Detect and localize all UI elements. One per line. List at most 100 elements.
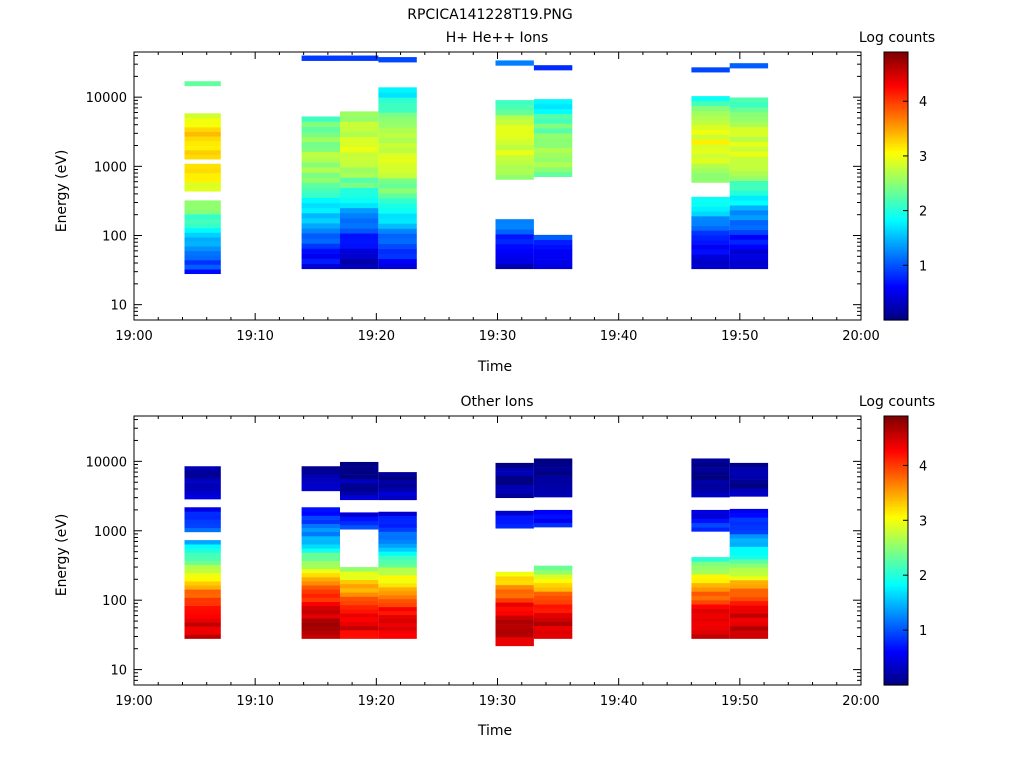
colorbar-segment: [884, 85, 908, 89]
energy-bin: [301, 630, 340, 635]
energy-bin: [378, 243, 417, 249]
energy-bin: [533, 99, 573, 105]
colorbar-segment: [884, 557, 908, 561]
energy-bin: [184, 601, 221, 607]
colorbar-segment: [884, 259, 908, 263]
energy-bin: [301, 613, 340, 619]
colorbar-tick-label: 2: [919, 569, 927, 584]
energy-bin: [184, 552, 221, 557]
energy-bin: [691, 249, 730, 255]
energy-bin: [184, 572, 221, 578]
energy-bin: [495, 253, 534, 260]
energy-bin: [378, 208, 417, 214]
energy-bin: [340, 253, 379, 259]
energy-bin: [301, 478, 340, 483]
energy-bin: [378, 147, 417, 154]
colorbar-segment: [884, 297, 908, 301]
energy-bin: [691, 115, 730, 121]
energy-bin: [533, 167, 573, 173]
energy-bin: [378, 567, 417, 572]
colorbar-segment: [884, 628, 908, 632]
colorbar-segment: [884, 197, 908, 200]
energy-bin: [301, 470, 340, 475]
energy-bin: [533, 599, 573, 605]
colorbar-frame: [883, 415, 909, 686]
energy-bin: [378, 213, 417, 219]
energy-bin: [378, 491, 417, 497]
colorbar-segment: [884, 478, 908, 482]
energy-bin: [340, 187, 379, 193]
colorbar-segment: [884, 170, 908, 174]
energy-bin: [378, 137, 417, 144]
colorbar-segment: [884, 566, 908, 570]
energy-bin: [533, 137, 573, 144]
energy-bin: [301, 527, 340, 533]
energy-bin: [729, 224, 769, 230]
energy-bin: [378, 535, 417, 540]
energy-bin: [301, 593, 340, 598]
colorbar-segment: [884, 673, 908, 677]
energy-bin: [729, 546, 769, 552]
colorbar-segment: [884, 87, 908, 91]
energy-bin: [533, 123, 573, 129]
energy-bin: [301, 581, 340, 586]
colorbar-segment: [884, 617, 908, 621]
energy-bin: [340, 243, 379, 249]
energy-bin: [378, 87, 417, 93]
energy-bin: [378, 579, 417, 584]
energy-bin: [301, 531, 340, 537]
energy-bin: [378, 223, 417, 229]
colorbar-segment: [884, 467, 908, 471]
energy-bin: [378, 157, 417, 164]
energy-bin: [729, 210, 769, 216]
energy-bin: [691, 259, 730, 265]
energy-bin: [533, 492, 573, 498]
energy-bin: [691, 177, 730, 183]
energy-bin: [301, 141, 340, 148]
energy-bin: [729, 214, 769, 221]
colorbar-segment: [884, 637, 908, 641]
energy-bin: [340, 600, 379, 606]
energy-bin: [729, 487, 769, 493]
energy-bin: [533, 133, 573, 139]
energy-bin: [495, 243, 534, 250]
colorbar-segment: [884, 295, 908, 299]
energy-bin: [691, 225, 730, 231]
energy-bin: [340, 182, 379, 188]
colorbar-segment: [884, 572, 908, 576]
colorbar-segment: [884, 228, 908, 232]
colorbar-segment: [884, 624, 908, 628]
colorbar-segment: [884, 65, 908, 69]
energy-bin: [729, 156, 769, 162]
colorbar-segment: [884, 546, 908, 549]
colorbar-segment: [884, 489, 908, 493]
energy-bin: [301, 263, 340, 270]
energy-bin: [378, 238, 417, 244]
colorbar-segment: [884, 521, 908, 525]
energy-bin: [340, 192, 379, 199]
energy-bin: [729, 263, 769, 270]
energy-bin: [533, 244, 573, 250]
energy-bin: [340, 525, 379, 530]
energy-bin: [495, 580, 534, 586]
energy-bin: [495, 144, 534, 151]
energy-bin: [340, 141, 379, 148]
energy-bin: [691, 458, 730, 464]
colorbar-segment: [884, 563, 908, 567]
energy-bin: [729, 97, 769, 103]
energy-bin: [378, 610, 417, 616]
colorbar-segment: [884, 132, 908, 136]
energy-bin: [533, 617, 573, 622]
panel-other-ions: Other Ions Log counts Time Energy (eV) 1…: [54, 394, 935, 739]
energy-bin: [378, 248, 417, 254]
energy-bin: [378, 167, 417, 174]
energy-bin: [495, 229, 534, 235]
energy-bin: [378, 539, 417, 544]
energy-bin: [378, 563, 417, 568]
colorbar-segment: [884, 134, 908, 138]
energy-bin: [184, 255, 221, 261]
energy-bin: [495, 100, 534, 106]
energy-bin: [301, 507, 340, 512]
colorbar-segment: [884, 615, 908, 619]
energy-bin: [378, 495, 417, 501]
